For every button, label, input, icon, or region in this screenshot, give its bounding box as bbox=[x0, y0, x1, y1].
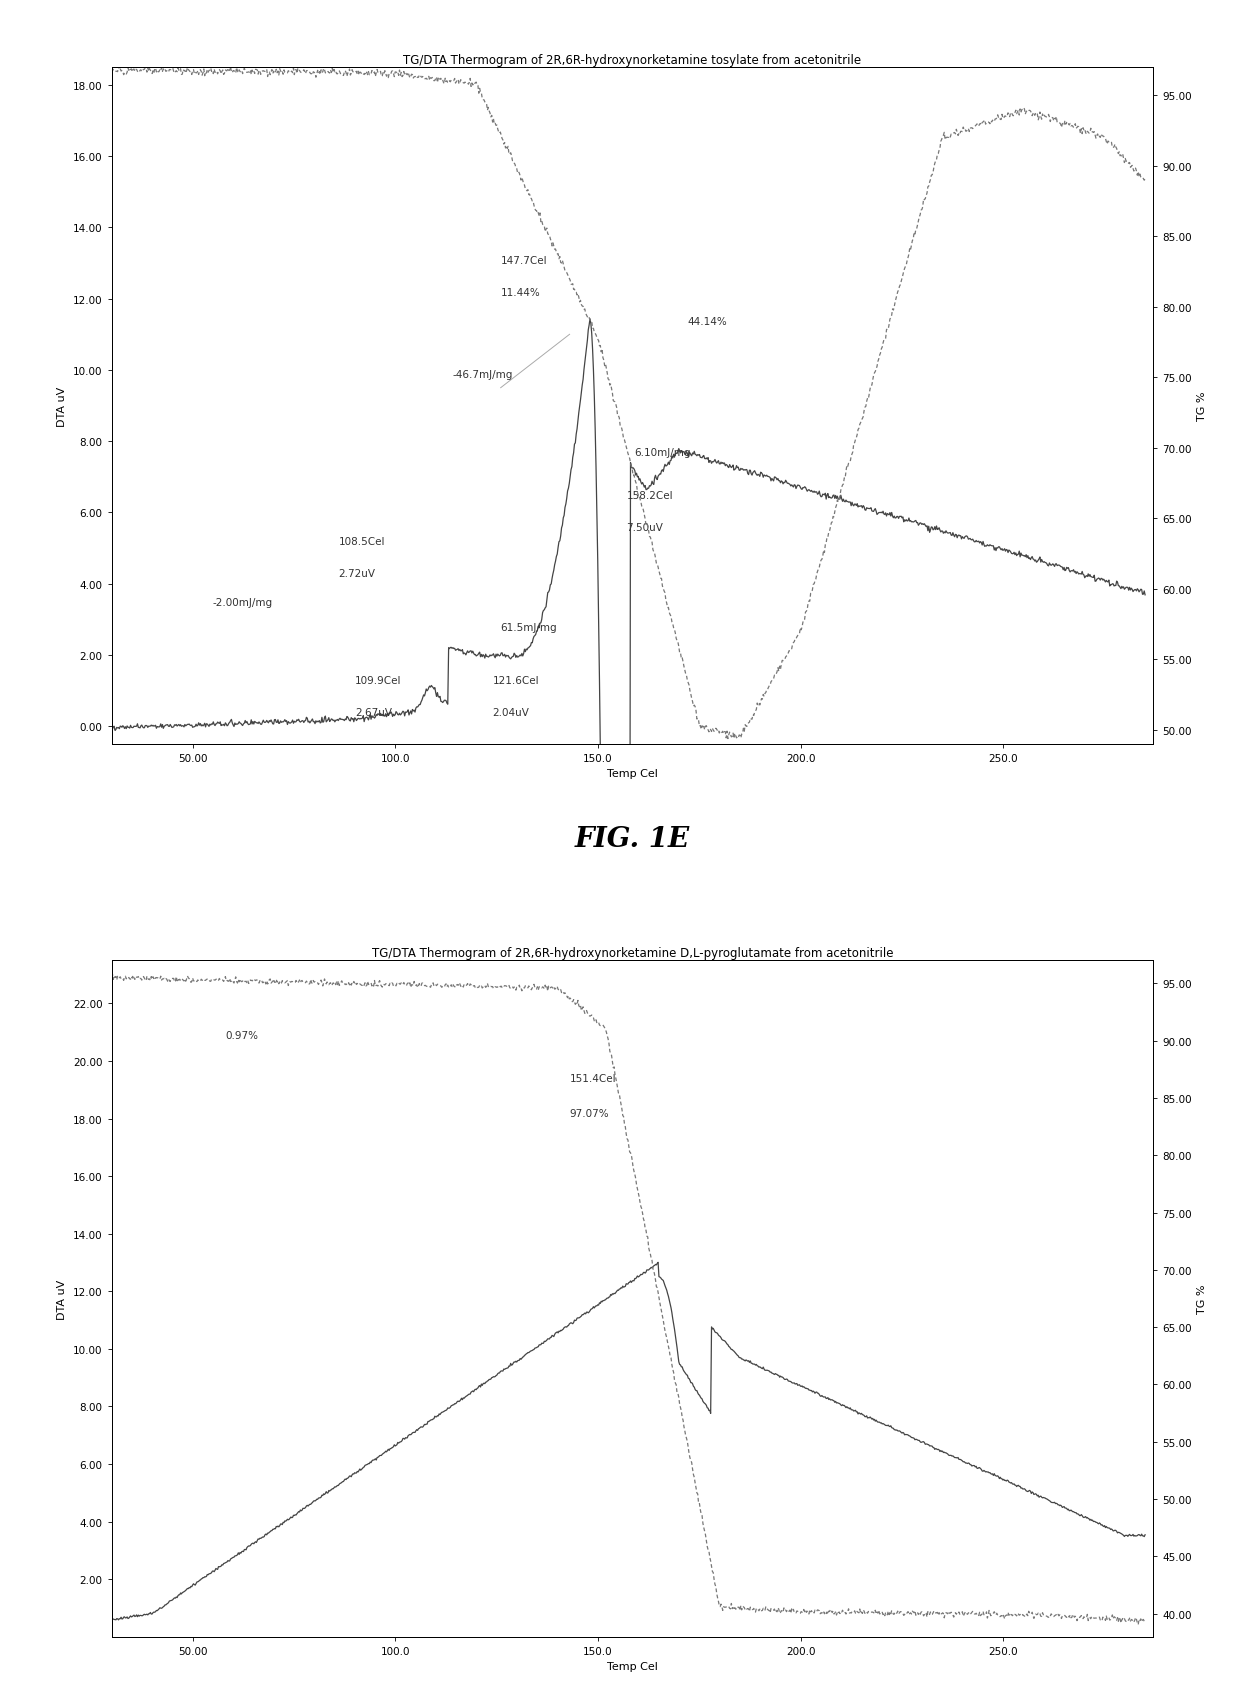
Text: 151.4Cel: 151.4Cel bbox=[569, 1074, 616, 1083]
X-axis label: Temp Cel: Temp Cel bbox=[606, 1661, 658, 1671]
Y-axis label: TG %: TG % bbox=[1198, 1284, 1208, 1313]
Text: 108.5Cel: 108.5Cel bbox=[339, 537, 386, 547]
Title: TG/DTA Thermogram of 2R,6R-hydroxynorketamine D,L-pyroglutamate from acetonitril: TG/DTA Thermogram of 2R,6R-hydroxynorket… bbox=[372, 946, 893, 960]
Y-axis label: DTA uV: DTA uV bbox=[57, 385, 67, 426]
Y-axis label: TG %: TG % bbox=[1198, 392, 1208, 421]
Text: 109.9Cel: 109.9Cel bbox=[355, 675, 402, 685]
Text: 2.67uV: 2.67uV bbox=[355, 708, 392, 718]
Text: -46.7mJ/mg: -46.7mJ/mg bbox=[453, 370, 512, 380]
Text: 0.97%: 0.97% bbox=[226, 1030, 258, 1040]
Text: 121.6Cel: 121.6Cel bbox=[492, 675, 539, 685]
Y-axis label: DTA uV: DTA uV bbox=[57, 1279, 67, 1320]
Title: TG/DTA Thermogram of 2R,6R-hydroxynorketamine tosylate from acetonitrile: TG/DTA Thermogram of 2R,6R-hydroxynorket… bbox=[403, 55, 862, 66]
Text: 61.5mJ/mg: 61.5mJ/mg bbox=[501, 622, 557, 633]
Text: 7.50uV: 7.50uV bbox=[626, 523, 663, 532]
Text: 6.10mJ/mg: 6.10mJ/mg bbox=[635, 448, 691, 459]
Text: 2.72uV: 2.72uV bbox=[339, 569, 376, 580]
Text: 11.44%: 11.44% bbox=[501, 288, 541, 298]
Text: 2.04uV: 2.04uV bbox=[492, 708, 529, 718]
Text: 147.7Cel: 147.7Cel bbox=[501, 256, 547, 266]
X-axis label: Temp Cel: Temp Cel bbox=[606, 769, 658, 779]
Text: 44.14%: 44.14% bbox=[687, 317, 727, 326]
Text: FIG. 1E: FIG. 1E bbox=[575, 825, 689, 852]
Text: 97.07%: 97.07% bbox=[569, 1108, 609, 1118]
Text: -2.00mJ/mg: -2.00mJ/mg bbox=[213, 597, 273, 607]
Text: 158.2Cel: 158.2Cel bbox=[626, 491, 673, 501]
